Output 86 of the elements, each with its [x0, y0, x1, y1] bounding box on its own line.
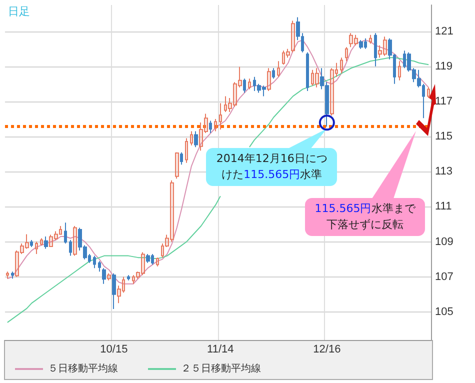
- candlestick: [349, 32, 353, 48]
- candlestick: [98, 260, 101, 272]
- x-tick-label: 11/14: [207, 344, 234, 356]
- candlestick: [40, 238, 43, 246]
- candlestick: [219, 102, 222, 130]
- candlestick: [291, 20, 295, 53]
- candlestick: [286, 48, 290, 58]
- line-series: [6, 40, 430, 284]
- candlestick: [282, 50, 285, 66]
- candlestick: [340, 57, 343, 74]
- candlestick: [190, 130, 193, 146]
- candlestick: [369, 34, 372, 44]
- candlestick: [311, 69, 314, 86]
- candlestick: [122, 276, 125, 294]
- candlestick: [6, 271, 9, 280]
- candlestick: [214, 118, 217, 132]
- candlestick: [238, 66, 242, 88]
- candlestick: [267, 68, 271, 92]
- candlestick: [49, 234, 53, 248]
- candlestick: [69, 240, 72, 256]
- annotation: 2014年12月16日につけた115.565円水準: [206, 148, 338, 186]
- candlestick: [233, 82, 237, 108]
- candlestick: [354, 34, 358, 46]
- candlestick: [117, 285, 121, 304]
- y-tick-label: 115: [435, 130, 453, 143]
- candlestick: [224, 96, 227, 112]
- legend-label: ２５日移動平均線: [181, 362, 261, 374]
- candlestick: [35, 241, 38, 255]
- candlestick: [359, 40, 363, 50]
- candlestick: [156, 257, 159, 267]
- candlestick: [11, 271, 14, 280]
- x-tick-label: 10/15: [100, 344, 128, 356]
- candlestick: [146, 254, 150, 264]
- candlestick: [170, 180, 174, 242]
- candlestick: [180, 152, 183, 166]
- candlestick: [141, 252, 145, 276]
- candlestick: [44, 236, 48, 250]
- candlestick: [383, 36, 387, 56]
- candlestick: [345, 46, 348, 62]
- candlestick: [199, 122, 203, 152]
- candlestick: [277, 60, 280, 78]
- candlestick: [165, 234, 169, 248]
- candlestick: [30, 240, 33, 248]
- candlestick: [185, 138, 188, 164]
- x-tick-label: 12/16: [313, 344, 341, 356]
- candlestick: [306, 52, 309, 92]
- y-tick-label: 119: [435, 60, 453, 72]
- candlestick: [20, 243, 24, 255]
- candlestick: [64, 222, 67, 244]
- candlestick: [112, 272, 116, 310]
- candlestick: [107, 272, 111, 281]
- candlestick: [136, 271, 140, 280]
- y-tick-label: 113: [435, 166, 453, 178]
- annotation: 115.565円水準まで下落せずに反転: [305, 198, 425, 236]
- candlestick: [25, 234, 29, 250]
- candlestick: [59, 225, 62, 236]
- candlestick: [161, 243, 164, 258]
- candlestick: [398, 60, 401, 81]
- candlestick: [248, 78, 251, 90]
- legend-label: ５日移動平均線: [48, 362, 118, 374]
- y-tick-label: 111: [435, 200, 452, 213]
- candlestick: [132, 274, 135, 284]
- candlestick: [127, 274, 130, 281]
- candlestick: [330, 68, 334, 116]
- candlestick: [194, 130, 198, 148]
- candlestick: [427, 86, 430, 98]
- candlestick: [102, 268, 106, 284]
- candlestick: [73, 225, 77, 256]
- candlestick: [243, 78, 246, 94]
- y-tick-label: 121: [435, 25, 454, 38]
- y-tick-label: 105: [435, 306, 454, 318]
- candlestick: [209, 120, 212, 134]
- candlestick: [204, 113, 208, 134]
- candlestick: [272, 68, 275, 80]
- candlestick: [374, 32, 377, 67]
- candlestick: [335, 62, 338, 78]
- y-tick-label: 107: [435, 270, 454, 283]
- annotation: 日足: [7, 4, 31, 20]
- y-tick-label: 109: [435, 236, 454, 248]
- candlestick: [93, 255, 96, 269]
- candlestick: [228, 97, 232, 112]
- candlestick: [175, 152, 179, 180]
- candlestick: [378, 44, 382, 58]
- candlestick: [54, 230, 58, 241]
- candlestick: [315, 68, 319, 88]
- candlestick: [15, 250, 19, 278]
